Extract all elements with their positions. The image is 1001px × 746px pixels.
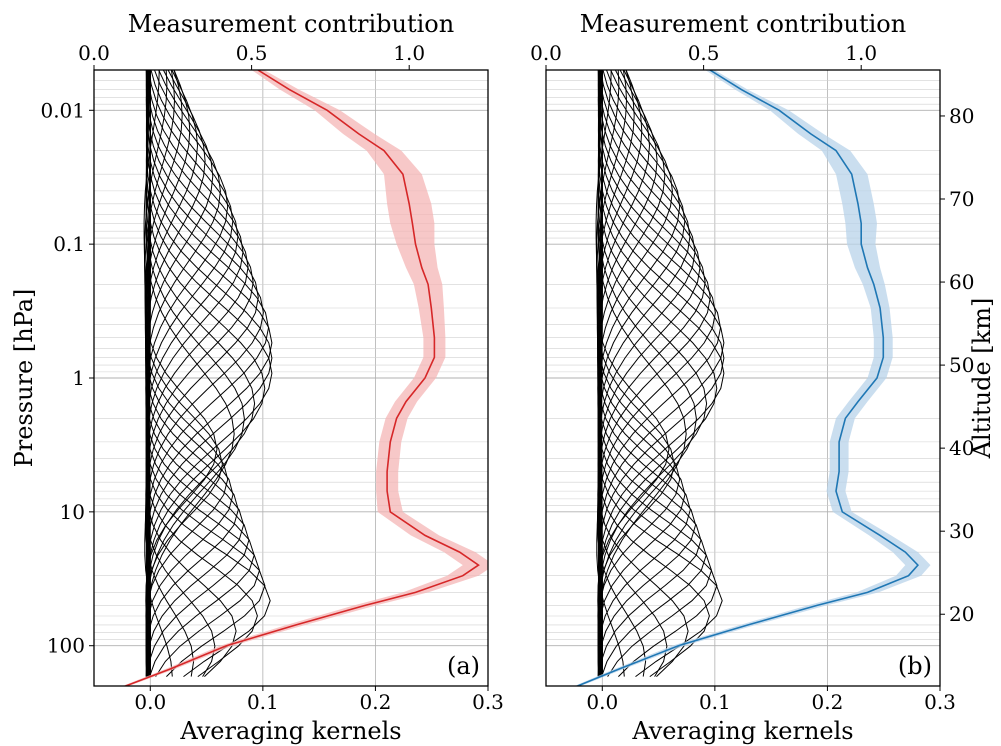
- kernel-line: [145, 70, 221, 677]
- x2-tick-label: 0.5: [688, 41, 720, 65]
- kernel-line: [597, 70, 701, 677]
- measurement-contribution: [122, 70, 488, 686]
- y-tick-label: 0.1: [53, 232, 85, 256]
- y-axis-label: Pressure [hPa]: [10, 289, 38, 468]
- x-axis-label: Averaging kernels: [179, 717, 401, 745]
- x-tick-label: 0.2: [360, 690, 392, 714]
- kernel-line: [145, 70, 250, 677]
- panel-b: 0.0 0.1 0.2 0.3 0.0 0.5 1.0 20 30 40 50 60 70 80 Altit…: [530, 10, 996, 745]
- measurement-contribution-line: [577, 70, 919, 686]
- x2-tick-label: 0.0: [78, 41, 110, 65]
- x2-tick-label: 0.5: [236, 41, 268, 65]
- y2-tick-label: 60: [949, 270, 974, 294]
- x-tick-label: 0.0: [586, 690, 618, 714]
- x2-axis-label: Measurement contribution: [128, 10, 454, 38]
- y-tick-label: 100: [47, 634, 85, 658]
- averaging-kernels: [143, 70, 273, 678]
- y2-tick-label: 20: [949, 602, 974, 626]
- kernel-line: [597, 70, 725, 677]
- kernel-line: [597, 70, 722, 677]
- kernel-line: [145, 70, 245, 677]
- y-axis-label: Altitude [km]: [968, 298, 996, 460]
- kernel-line: [596, 70, 647, 677]
- x-tick-label: 0.0: [134, 690, 166, 714]
- kernel-line: [145, 70, 273, 677]
- panel-tag: (b): [898, 652, 932, 680]
- kernel-line: [597, 70, 697, 677]
- kernel-line: [597, 70, 673, 677]
- kernel-line: [597, 70, 706, 677]
- kernel-line: [597, 70, 697, 677]
- x-tick-label: 0.1: [247, 690, 279, 714]
- measurement-contribution: [574, 70, 931, 686]
- panel-tag: (a): [447, 652, 480, 680]
- kernel-line: [596, 70, 625, 677]
- measurement-contribution-band: [122, 70, 488, 686]
- y-tick-label: 0.01: [40, 98, 85, 122]
- x-tick-label: 0.3: [924, 690, 956, 714]
- kernel-line: [597, 70, 702, 677]
- y-tick-label: 10: [60, 500, 85, 524]
- kernel-line: [145, 70, 249, 677]
- y2-tick-label: 50: [949, 353, 974, 377]
- kernel-line: [144, 70, 173, 677]
- kernel-line: [597, 70, 725, 677]
- y2-tick-label: 80: [949, 104, 974, 128]
- plot-frame: [545, 69, 941, 687]
- x2-tick-label: 0.0: [530, 41, 562, 65]
- kernel-line: [145, 70, 273, 677]
- kernel-line: [145, 70, 273, 677]
- kernel-line: [145, 70, 270, 677]
- x2-axis-label: Measurement contribution: [580, 10, 906, 38]
- kernel-line: [598, 70, 723, 678]
- y2-tick-label: 70: [949, 187, 974, 211]
- kernel-line: [146, 70, 271, 678]
- x-axis-label: Averaging kernels: [631, 717, 853, 745]
- y-tick-label: 1: [72, 366, 85, 390]
- panel-a: 0.0 0.1 0.2 0.3 0.0 0.5 1.0 0.01 0.1 1 10 100 Pressu…: [10, 10, 504, 745]
- kernel-line: [597, 70, 710, 678]
- measurement-contribution-line: [125, 70, 480, 686]
- x-tick-label: 0.2: [812, 690, 844, 714]
- averaging-kernels: [595, 70, 725, 678]
- kernel-line: [144, 70, 195, 677]
- y2-tick-label: 30: [949, 519, 974, 543]
- y2-tick-label: 40: [949, 436, 974, 460]
- kernel-line: [145, 70, 254, 677]
- x-tick-label: 0.1: [699, 690, 731, 714]
- x2-tick-label: 1.0: [845, 41, 877, 65]
- kernel-line: [145, 70, 258, 678]
- x2-tick-label: 1.0: [393, 41, 425, 65]
- kernel-line: [597, 70, 725, 677]
- kernel-line: [145, 70, 245, 677]
- x-tick-label: 0.3: [472, 690, 504, 714]
